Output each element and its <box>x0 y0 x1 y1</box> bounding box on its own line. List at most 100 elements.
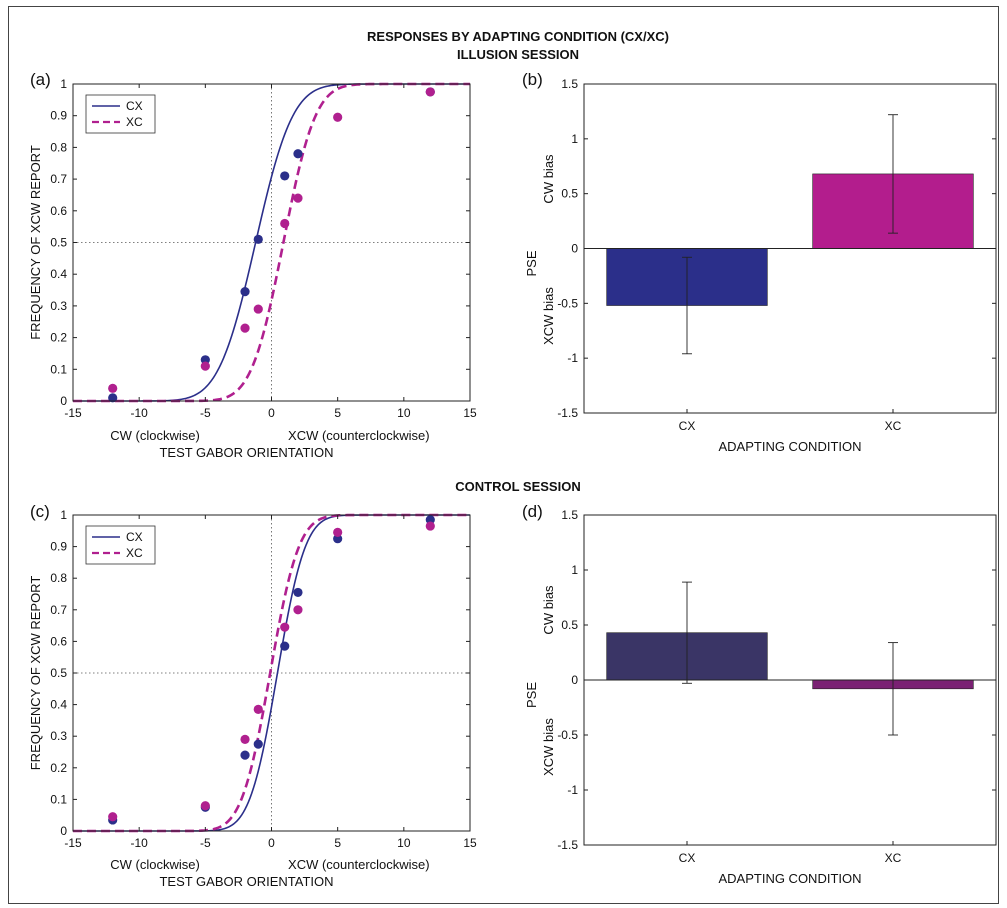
data-point-xc <box>280 218 290 229</box>
data-point-xc <box>240 323 250 333</box>
data-point-cx <box>280 171 290 181</box>
session-label-illusion: ILLUSION SESSION <box>457 47 579 62</box>
panel-label: (a) <box>30 70 51 89</box>
legend: CX XC <box>85 525 156 565</box>
x-axis-label: TEST GABOR ORIENTATION <box>159 874 333 889</box>
y-axis-label: PSE <box>524 682 539 708</box>
y-tick-label: 0.6 <box>50 634 67 648</box>
y-tick-label: 0.8 <box>50 571 67 585</box>
y-axis-label: FREQUENCY OF XCW REPORT <box>28 576 43 771</box>
y-tick-label: 0.6 <box>50 204 67 218</box>
y-tick-label: 0.1 <box>50 792 67 806</box>
data-point-xc <box>425 521 435 531</box>
y-tick-label: -1.5 <box>557 838 578 852</box>
y-tick-label: 1 <box>571 563 578 577</box>
x-tick-label: -15 <box>64 406 82 420</box>
x-axis-label: ADAPTING CONDITION <box>718 439 861 454</box>
y-tick-label: 1 <box>571 132 578 146</box>
x-axis-sublabel-cw: CW (clockwise) <box>110 857 200 872</box>
figure-title: RESPONSES BY ADAPTING CONDITION (CX/XC) <box>367 29 669 44</box>
y-tick-label: 0.5 <box>50 236 67 250</box>
x-tick-label: CX <box>679 419 696 433</box>
x-tick-label: -15 <box>64 836 82 850</box>
data-point-cx <box>293 149 303 159</box>
data-point-cx <box>200 355 210 365</box>
x-tick-label: -5 <box>200 406 211 420</box>
y-tick-label: 0.9 <box>50 109 67 123</box>
y-tick-label: 1 <box>60 77 67 91</box>
y-axis-label: PSE <box>524 250 539 276</box>
panel-d: (d) -1.5 -1 -0.5 0 0.5 1 1.5 CX XC ADAPTING CONDIT… <box>522 502 997 886</box>
data-point-xc <box>253 304 263 314</box>
x-tick-label: XC <box>885 851 902 865</box>
x-axis-sublabel-xcw: XCW (counterclockwise) <box>288 857 430 872</box>
y-axis-label: FREQUENCY OF XCW REPORT <box>28 145 43 340</box>
y-tick-label: 1 <box>60 508 67 522</box>
y-tick-label: 0.7 <box>50 172 67 186</box>
y-tick-label: 0.7 <box>50 603 67 617</box>
y-tick-label: -0.5 <box>557 728 578 742</box>
y-axis-sublabel-xcw: XCW bias <box>541 287 556 345</box>
panel-label: (d) <box>522 502 543 521</box>
y-axis-sublabel-xcw: XCW bias <box>541 718 556 776</box>
data-point-xc <box>333 112 343 122</box>
y-tick-label: 0.9 <box>50 540 67 554</box>
x-tick-label: XC <box>885 419 902 433</box>
x-axis-sublabel-cw: CW (clockwise) <box>110 428 200 443</box>
legend-label-cx: CX <box>126 530 143 544</box>
data-point-xc <box>108 383 118 393</box>
panel-c: (c) -15 -10 -5 0 5 10 15 0 0.1 0.2 0.3 0.4 0.5 0.6 0.7 0… <box>28 502 477 889</box>
y-tick-label: -1 <box>567 783 578 797</box>
legend: CX XC <box>85 94 156 134</box>
data-point-xc <box>293 193 303 203</box>
error-bar-xc <box>888 114 898 234</box>
x-axis-label: ADAPTING CONDITION <box>718 871 861 886</box>
x-tick-label: 10 <box>397 406 411 420</box>
x-tick-label: -10 <box>130 406 148 420</box>
data-point-xc <box>280 622 290 632</box>
y-tick-label: 0 <box>571 242 578 256</box>
data-point-xc <box>293 605 303 615</box>
data-point-xc <box>200 361 210 371</box>
y-tick-label: 0.5 <box>561 187 578 201</box>
x-tick-label: 15 <box>463 406 477 420</box>
x-tick-label: -10 <box>130 836 148 850</box>
y-tick-label: 0 <box>60 394 67 408</box>
y-tick-label: 0 <box>571 673 578 687</box>
y-tick-label: 0.3 <box>50 299 67 313</box>
x-tick-label: 0 <box>268 406 275 420</box>
data-point-xc <box>240 734 250 744</box>
legend-box <box>85 525 156 565</box>
data-point-cx <box>253 234 263 244</box>
figure-frame <box>8 6 999 904</box>
data-point-cx <box>280 641 290 651</box>
data-point-cx <box>108 393 118 403</box>
x-tick-label: 0 <box>268 836 275 850</box>
data-point-cx <box>240 287 250 297</box>
y-tick-label: 1.5 <box>561 77 578 91</box>
data-point-xc <box>253 704 263 714</box>
panel-label: (c) <box>30 502 50 521</box>
y-tick-label: 0.2 <box>50 761 67 775</box>
y-tick-label: -1.5 <box>557 406 578 420</box>
y-tick-label: 0.3 <box>50 729 67 743</box>
data-point-xc <box>108 812 118 822</box>
data-point-cx <box>333 534 343 544</box>
data-point-cx <box>253 739 263 749</box>
y-tick-label: 0.4 <box>50 698 67 712</box>
x-tick-label: 5 <box>334 406 341 420</box>
data-point-cx <box>293 587 303 598</box>
x-tick-label: 5 <box>334 836 341 850</box>
x-tick-label: 10 <box>397 836 411 850</box>
panel-b: (b) -1.5 -1 -0.5 0 0.5 1 1.5 CX XC ADAPTING CONDIT… <box>522 70 997 454</box>
data-point-cx <box>240 750 250 760</box>
x-tick-label: 15 <box>463 836 477 850</box>
y-tick-label: -0.5 <box>557 296 578 310</box>
y-axis-sublabel-cw: CW bias <box>541 154 556 204</box>
x-axis-sublabel-xcw: XCW (counterclockwise) <box>288 428 430 443</box>
legend-label-xc: XC <box>126 115 143 129</box>
legend-box <box>85 94 156 134</box>
y-tick-label: -1 <box>567 351 578 365</box>
session-label-control: CONTROL SESSION <box>455 479 580 494</box>
